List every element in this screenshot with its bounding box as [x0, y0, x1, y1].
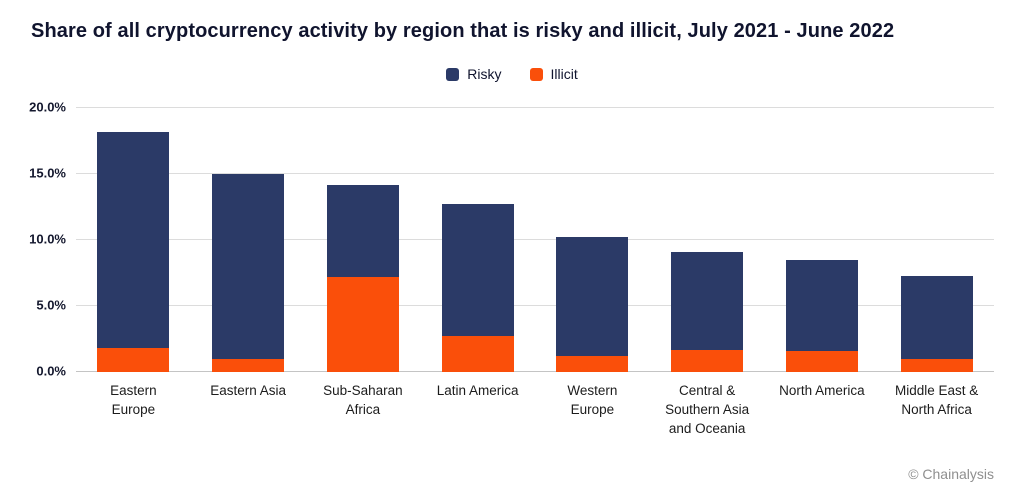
category-label: Western Europe	[535, 382, 650, 439]
y-axis-tick-label: 5.0%	[36, 297, 66, 313]
category-label: Middle East & North Africa	[879, 382, 994, 439]
bar-segment-risky	[326, 184, 399, 277]
stacked-bar	[212, 108, 285, 372]
category-label-line: Central &	[678, 383, 736, 398]
category-label-line: Europe	[570, 401, 615, 417]
stacked-bar	[900, 108, 973, 372]
category-label-line: Middle East &	[894, 383, 979, 398]
legend: Risky Illicit	[0, 66, 1024, 82]
bar-segment-illicit	[326, 276, 399, 372]
category-label-line: Eastern	[110, 383, 157, 398]
bar-segment-risky	[97, 131, 170, 349]
bar-column	[191, 108, 306, 372]
category-label-line: Eastern Asia	[210, 383, 287, 398]
stacked-bar	[441, 108, 514, 372]
y-axis-tick-label: 0.0%	[36, 363, 66, 379]
plot-area: 0.0% 5.0% 10.0% 15.0% 20.0%	[29, 100, 994, 379]
gridline: 10.0%	[29, 232, 994, 247]
bar-column	[879, 108, 994, 372]
category-label: North America	[765, 382, 880, 439]
bar-segment-risky	[785, 259, 858, 351]
category-label: Eastern Europe	[76, 382, 191, 439]
bar-column	[306, 108, 421, 372]
bar-segment-risky	[671, 251, 744, 350]
category-label-line: and Oceania	[668, 420, 746, 436]
bar-segment-illicit	[785, 350, 858, 372]
category-label-line: Latin America	[436, 383, 519, 398]
category-label-line: Sub-Saharan	[323, 383, 403, 398]
gridline: 20.0%	[29, 100, 994, 115]
category-label: Latin America	[420, 382, 535, 439]
bar-column	[765, 108, 880, 372]
category-label-line: Africa	[345, 401, 381, 417]
chart-title: Share of all cryptocurrency activity by …	[31, 20, 895, 42]
stacked-bar	[326, 108, 399, 372]
category-label-line: North Africa	[901, 401, 972, 417]
gridline: 5.0%	[36, 298, 994, 313]
bar-segment-risky	[556, 237, 629, 357]
stacked-bar	[97, 108, 170, 372]
y-axis-tick-label: 20.0%	[29, 99, 66, 115]
bar-segment-illicit	[97, 348, 170, 372]
category-axis: Eastern Europe Eastern Asia Sub-Saharan Afri…	[76, 382, 994, 439]
bars	[76, 108, 994, 372]
bar-segment-illicit	[671, 349, 744, 372]
legend-swatch-risky	[446, 67, 460, 81]
stacked-bar	[785, 108, 858, 372]
gridline: 0.0%	[36, 364, 994, 379]
bar-segment-illicit	[900, 358, 973, 372]
gridline: 15.0%	[29, 166, 994, 181]
category-label: Central & Southern Asia and Oceania	[650, 382, 765, 439]
bar-segment-illicit	[556, 356, 629, 372]
category-label-line: Europe	[111, 401, 156, 417]
bar-column	[535, 108, 650, 372]
bar-column	[420, 108, 535, 372]
category-label: Sub-Saharan Africa	[306, 382, 421, 439]
bar-segment-illicit	[441, 336, 514, 372]
bar-segment-illicit	[212, 358, 285, 372]
legend-label: Illicit	[550, 66, 578, 82]
category-label: Eastern Asia	[191, 382, 306, 439]
stacked-bar	[556, 108, 629, 372]
legend-swatch-illicit	[529, 67, 543, 81]
stacked-bar	[671, 108, 744, 372]
category-label-line: Southern Asia	[665, 401, 750, 417]
copyright-credit: © Chainalysis	[908, 466, 994, 482]
category-label-line: North America	[779, 383, 865, 398]
bar-segment-risky	[900, 275, 973, 359]
bar-segment-risky	[441, 204, 514, 337]
bar-column	[76, 108, 191, 372]
bar-segment-risky	[212, 174, 285, 359]
legend-item-illicit: Illicit	[529, 66, 578, 82]
y-axis-tick-label: 15.0%	[29, 165, 66, 181]
bar-column	[650, 108, 765, 372]
y-axis-tick-label: 10.0%	[29, 231, 66, 247]
category-label-line: Western	[567, 383, 618, 398]
legend-label: Risky	[467, 66, 502, 82]
legend-item-risky: Risky	[446, 66, 502, 82]
